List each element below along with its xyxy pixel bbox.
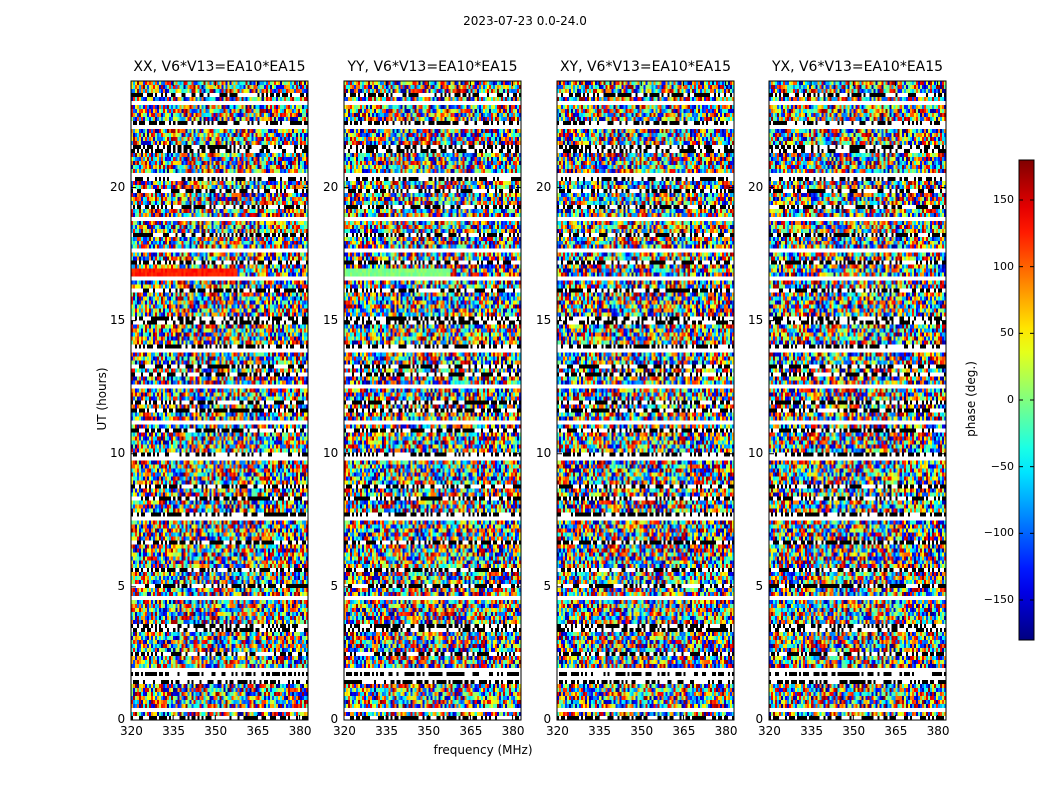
- x-tick-label: 320: [333, 724, 356, 738]
- panel-title-xx: XX, V6*V13=EA10*EA15: [133, 59, 306, 75]
- panel-title-yx: YX, V6*V13=EA10*EA15: [771, 59, 944, 75]
- x-tick-label: 335: [375, 724, 399, 738]
- panel-frame-xy: [556, 80, 735, 721]
- colorbar-tick-label: −50: [990, 459, 1014, 473]
- y-tick-label: 15: [323, 312, 339, 327]
- x-tick-label: 320: [546, 724, 569, 738]
- y-axis-label: UT (hours): [95, 367, 109, 431]
- y-tick-label: 10: [110, 445, 126, 460]
- y-tick-label: 5: [117, 578, 126, 593]
- y-tick-label: 15: [748, 312, 764, 327]
- y-tick-label: 15: [536, 312, 552, 327]
- panel-frame-xx: [130, 80, 309, 721]
- y-tick-label: 20: [323, 179, 339, 194]
- y-tick-label: 0: [755, 712, 764, 726]
- x-axis-label: frequency (MHz): [433, 743, 533, 757]
- panel-frame-yy: [343, 80, 522, 721]
- y-tick-label: 10: [536, 445, 552, 460]
- y-tick-label: 20: [536, 179, 552, 194]
- y-tick-label: 0: [117, 712, 126, 726]
- x-tick-label: 380: [501, 724, 525, 738]
- colorbar-tick-label: 150: [993, 193, 1014, 206]
- y-tick-label: 15: [110, 312, 126, 327]
- heatmap-yx: [769, 81, 946, 720]
- y-tick-label: 0: [543, 712, 552, 726]
- y-tick-label: 5: [330, 578, 339, 593]
- colorbar-tick-label: 0: [1007, 393, 1014, 406]
- colorbar-tick-label: −150: [983, 593, 1014, 606]
- y-tick-label: 20: [748, 179, 764, 194]
- x-tick-label: 365: [672, 724, 696, 738]
- panel-frame-yx: [768, 80, 947, 721]
- figure-suptitle: 2023-07-23 0.0-24.0: [463, 14, 587, 28]
- x-tick-label: 365: [459, 724, 483, 738]
- x-tick-label: 350: [204, 724, 228, 738]
- x-tick-label: 380: [714, 724, 738, 738]
- colorbar-tick-label: 50: [1000, 326, 1014, 340]
- x-tick-label: 365: [884, 724, 908, 738]
- x-tick-label: 380: [926, 724, 950, 738]
- x-tick-label: 335: [588, 724, 612, 738]
- heatmap-xx: [131, 81, 308, 720]
- panel-title-yy: YY, V6*V13=EA10*EA15: [347, 59, 518, 75]
- x-tick-label: 380: [288, 724, 312, 738]
- colorbar-tick-label: 100: [993, 259, 1014, 273]
- y-tick-label: 10: [748, 445, 764, 460]
- panel-title-xy: XY, V6*V13=EA10*EA15: [559, 59, 732, 75]
- x-tick-label: 350: [842, 724, 866, 738]
- colorbar-label: phase (deg.): [964, 361, 978, 437]
- heatmap-xy: [557, 81, 734, 720]
- y-tick-label: 5: [543, 578, 552, 593]
- y-tick-label: 20: [110, 179, 126, 194]
- x-tick-label: 350: [417, 724, 441, 738]
- heatmap-yy: [344, 81, 521, 720]
- x-tick-label: 320: [758, 724, 781, 738]
- x-tick-label: 335: [162, 724, 186, 738]
- y-tick-label: 5: [755, 578, 764, 593]
- y-tick-label: 0: [330, 712, 339, 726]
- x-tick-label: 320: [120, 724, 143, 738]
- x-tick-label: 350: [630, 724, 654, 738]
- x-tick-label: 365: [246, 724, 270, 738]
- y-tick-label: 10: [323, 445, 339, 460]
- x-tick-label: 335: [800, 724, 824, 738]
- colorbar-tick-label: −100: [983, 526, 1014, 540]
